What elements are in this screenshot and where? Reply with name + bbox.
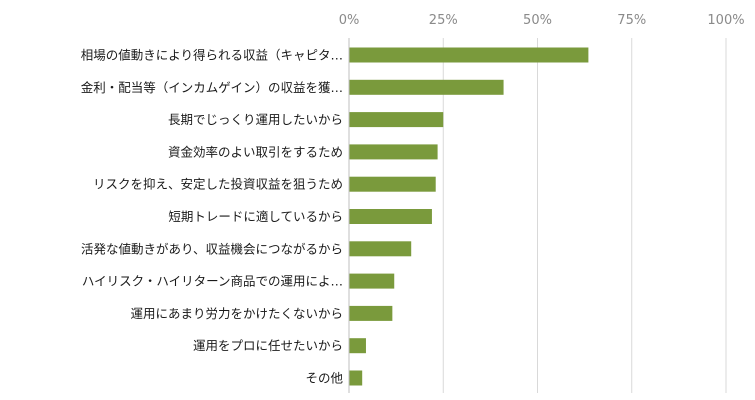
- x-tick-label: 25%: [429, 13, 458, 28]
- category-label: 長期でじっくり運用したいから: [168, 112, 343, 127]
- bar: [349, 305, 393, 321]
- bar: [349, 241, 412, 257]
- bars: [349, 47, 589, 386]
- category-label: リスクを抑え、安定した投資収益を狙うため: [93, 177, 343, 192]
- category-label: 運用にあまり労力をかけたくないから: [130, 306, 343, 321]
- bar: [349, 273, 395, 289]
- x-tick-label: 75%: [617, 13, 646, 28]
- bar: [349, 209, 432, 224]
- bar: [349, 79, 504, 95]
- category-label: その他: [305, 371, 343, 386]
- category-label: ハイリスク・ハイリターン商品での運用によ…: [82, 274, 343, 289]
- category-label: 活発な値動きがあり、収益機会につながるから: [81, 241, 343, 256]
- bar: [349, 176, 436, 192]
- bar: [349, 370, 363, 386]
- x-tick-label: 0%: [339, 13, 360, 28]
- category-label: 金利・配当等（インカムゲイン）の収益を獲…: [81, 80, 343, 95]
- category-label: 資金効率のよい取引をするため: [168, 144, 343, 159]
- bar: [349, 338, 366, 354]
- bar: [349, 144, 438, 160]
- grid-lines: [442, 38, 727, 393]
- category-label: 運用をプロに任せたいから: [193, 338, 343, 353]
- x-tick-label: 50%: [523, 13, 552, 28]
- category-label: 短期トレードに適しているから: [168, 209, 343, 224]
- x-axis-tick-labels: 0% 25% 50% 75% 100%: [339, 13, 745, 28]
- bar: [349, 47, 589, 63]
- category-label: 相場の値動きにより得られる収益（キャピタ…: [81, 48, 343, 63]
- x-tick-label: 100%: [707, 13, 744, 28]
- category-labels: 相場の値動きにより得られる収益（キャピタ… 金利・配当等（インカムゲイン）の収益を…: [81, 48, 344, 386]
- bar: [349, 112, 444, 128]
